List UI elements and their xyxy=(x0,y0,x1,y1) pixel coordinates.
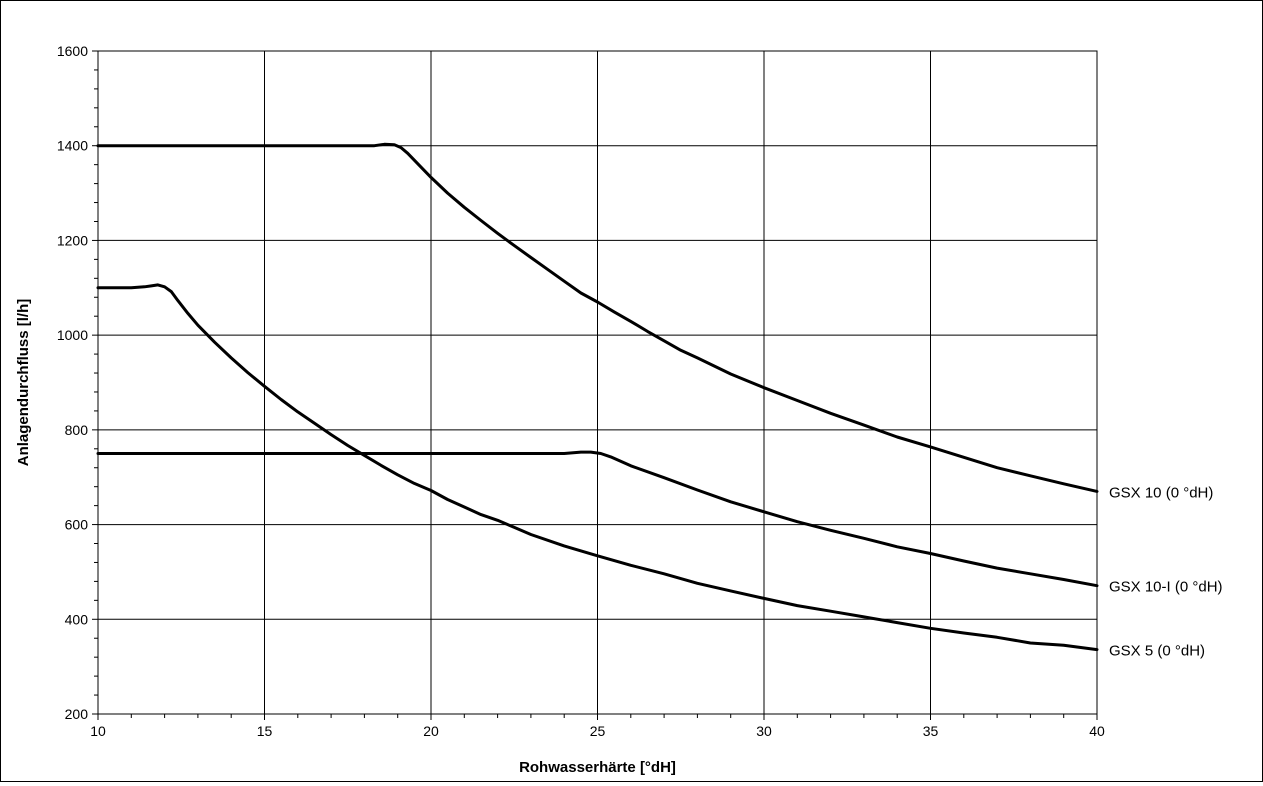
y-tick-label: 400 xyxy=(65,611,89,627)
series-line-1 xyxy=(96,142,1099,493)
series-label-2: GSX 10-I (0 °dH) xyxy=(1109,579,1223,596)
x-tick-label: 30 xyxy=(756,723,772,739)
x-tick-label: 10 xyxy=(90,723,106,739)
y-tick-label: 200 xyxy=(65,706,89,722)
x-tick-label: 25 xyxy=(590,723,606,739)
series-lines xyxy=(96,142,1099,652)
y-tick-label: 1000 xyxy=(57,327,88,343)
y-tick-label: 800 xyxy=(65,422,89,438)
x-tick-label: 15 xyxy=(257,723,273,739)
x-tick-label: 35 xyxy=(923,723,939,739)
x-tick-label: 40 xyxy=(1089,723,1105,739)
grid-lines xyxy=(97,50,1098,715)
y-axis-title: Anlagendurchfluss [l/h] xyxy=(15,299,32,467)
series-line-2 xyxy=(96,450,1099,588)
series-line-3 xyxy=(96,283,1099,652)
axis-ticks xyxy=(92,50,1098,720)
y-tick-label: 1200 xyxy=(57,232,88,248)
x-tick-label: 20 xyxy=(423,723,439,739)
y-tick-label: 600 xyxy=(65,517,89,533)
y-tick-label: 1600 xyxy=(57,43,88,59)
y-tick-label: 1400 xyxy=(57,138,88,154)
tick-labels: 10 15 20 25 30 35 40 200 400 600 800 1000 1200 1400 16… xyxy=(57,43,1223,739)
series-label-3: GSX 5 (0 °dH) xyxy=(1109,643,1205,660)
x-axis-title: Rohwasserhärte [°dH] xyxy=(519,759,676,776)
series-label-1: GSX 10 (0 °dH) xyxy=(1109,484,1213,501)
